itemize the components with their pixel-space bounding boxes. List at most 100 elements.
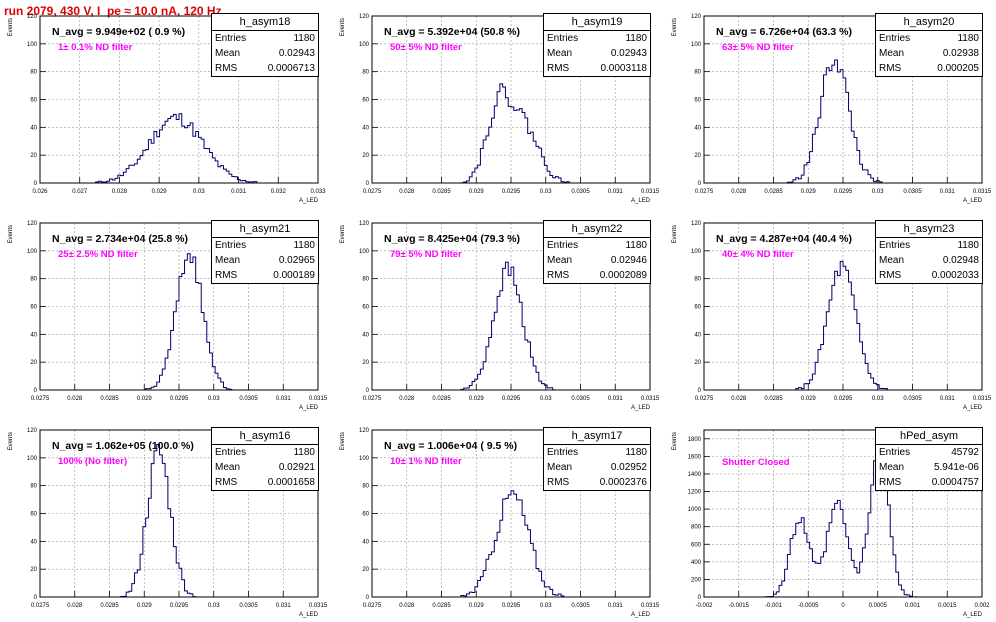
x-tick-label: 0.0275 [695, 189, 714, 195]
x-tick-label: 0.027 [72, 189, 88, 195]
n-avg-label: N_avg = 2.734e+04 (25.8 %) [52, 233, 189, 245]
stats-row-rms: RMS 0.000205 [876, 61, 982, 76]
y-tick-label: 100 [27, 42, 38, 48]
histogram-panel-h_asym21: 0.0275 0.028 0.0285 0.029 0.0295 0.03 0.0305 0.… [0, 207, 332, 414]
stats-box: hPed_asym Entries 45792 Mean 5.941e-06 RMS 0.0… [875, 427, 983, 491]
stats-value: 0.02938 [942, 48, 979, 59]
x-tick-label: 0.002 [974, 603, 990, 609]
x-tick-label: 0.028 [731, 396, 747, 402]
y-tick-label: 0 [34, 595, 38, 601]
histogram-name: h_asym20 [876, 14, 982, 31]
filter-label: 63± 5% ND filter [722, 42, 794, 53]
stats-row-entries: Entries 1180 [212, 445, 318, 460]
y-axis-label: Events [672, 18, 678, 36]
x-tick-label: 0.0315 [973, 189, 992, 195]
stats-row-entries: Entries 1180 [212, 238, 318, 253]
y-tick-label: 40 [694, 125, 701, 131]
filter-label: 25± 2.5% ND filter [58, 249, 138, 260]
y-tick-label: 40 [362, 125, 369, 131]
x-tick-label: 0.032 [271, 189, 287, 195]
x-tick-label: 0.03 [208, 396, 220, 402]
y-tick-label: 40 [694, 332, 701, 338]
x-tick-label: 0.03 [208, 603, 220, 609]
x-tick-label: 0.029 [469, 189, 485, 195]
histogram-svg: 0.0275 0.028 0.0285 0.029 0.0295 0.03 0.0305 0.… [340, 428, 660, 618]
stats-row-entries: Entries 1180 [544, 238, 650, 253]
y-tick-label: 80 [694, 70, 701, 76]
stats-row-mean: Mean 0.02938 [876, 46, 982, 61]
stats-row-mean: Mean 5.941e-06 [876, 460, 982, 475]
y-axis-label: Events [8, 432, 14, 450]
stats-value: 0.0002033 [931, 270, 979, 281]
x-tick-label: 0.029 [469, 396, 485, 402]
y-tick-label: 60 [30, 512, 37, 518]
y-tick-label: 60 [30, 305, 37, 311]
stats-row-mean: Mean 0.02948 [876, 253, 982, 268]
stats-box: h_asym22 Entries 1180 Mean 0.02946 RMS 0.00020… [543, 220, 651, 284]
x-axis-label: A_LED [963, 612, 983, 618]
stats-label: RMS [879, 63, 902, 74]
x-tick-label: 0.0285 [764, 189, 783, 195]
y-tick-label: 20 [30, 153, 37, 159]
x-tick-label: 0.0305 [239, 396, 258, 402]
stats-label: Entries [215, 33, 247, 44]
filter-label: 79± 5% ND filter [390, 249, 462, 260]
stats-value: 0.0001658 [267, 477, 315, 488]
histogram-panel-h_asym23: 0.0275 0.028 0.0285 0.029 0.0295 0.03 0.0305 0.… [664, 207, 996, 414]
x-tick-label: 0.0315 [973, 396, 992, 402]
x-tick-label: 0.031 [608, 396, 624, 402]
stats-value: 0.0002376 [599, 477, 647, 488]
stats-box: h_asym19 Entries 1180 Mean 0.02943 RMS 0.00031… [543, 13, 651, 77]
stats-label: RMS [215, 63, 238, 74]
y-tick-label: 20 [30, 360, 37, 366]
stats-value: 45792 [951, 447, 979, 458]
y-tick-label: 40 [30, 539, 37, 545]
x-tick-label: -0.0015 [729, 603, 750, 609]
y-tick-label: 80 [362, 70, 369, 76]
histogram-svg: 0.026 0.027 0.028 0.029 0.03 0.031 0.032 0.033 0… [8, 14, 326, 204]
y-tick-label: 120 [359, 14, 370, 20]
x-tick-label: 0.031 [276, 396, 292, 402]
x-tick-label: 0.029 [152, 189, 168, 195]
y-tick-label: 100 [359, 42, 370, 48]
y-tick-label: 20 [362, 360, 369, 366]
y-axis-label: Events [8, 18, 14, 36]
x-tick-label: 0.0275 [363, 396, 382, 402]
x-axis-label: A_LED [299, 612, 319, 618]
x-tick-label: 0.029 [469, 603, 485, 609]
x-tick-label: 0.03 [872, 396, 884, 402]
stats-label: RMS [547, 63, 570, 74]
x-tick-label: 0.0295 [502, 603, 521, 609]
stats-label: Mean [547, 255, 573, 266]
stats-value: 0.02952 [610, 462, 647, 473]
histogram-panel-h_asym22: 0.0275 0.028 0.0285 0.029 0.0295 0.03 0.0305 0.… [332, 207, 664, 414]
histogram-name: h_asym17 [544, 428, 650, 445]
stats-value: 0.000205 [937, 63, 979, 74]
x-tick-label: 0.0305 [903, 396, 922, 402]
y-tick-label: 200 [691, 577, 702, 583]
y-tick-label: 80 [362, 277, 369, 283]
stats-row-rms: RMS 0.0004757 [876, 475, 982, 490]
y-tick-label: 80 [30, 484, 37, 490]
x-tick-label: 0.029 [137, 603, 153, 609]
x-tick-label: 0.031 [940, 189, 956, 195]
stats-row-rms: RMS 0.0006713 [212, 61, 318, 76]
stats-label: Entries [547, 447, 579, 458]
y-tick-label: 800 [691, 525, 702, 531]
y-tick-label: 40 [362, 539, 369, 545]
y-tick-label: 80 [30, 70, 37, 76]
stats-value: 0.02943 [278, 48, 315, 59]
stats-label: Mean [215, 48, 241, 59]
n-avg-label: N_avg = 5.392e+04 (50.8 %) [384, 26, 521, 38]
histogram-name: h_asym22 [544, 221, 650, 238]
x-tick-label: 0.0295 [170, 396, 189, 402]
stats-value: 1180 [293, 240, 315, 251]
stats-row-rms: RMS 0.0001658 [212, 475, 318, 490]
n-avg-label: N_avg = 8.425e+04 (79.3 %) [384, 233, 521, 245]
x-tick-label: 0.0285 [432, 189, 451, 195]
stats-label: RMS [879, 270, 902, 281]
y-tick-label: 40 [30, 125, 37, 131]
y-tick-label: 20 [362, 153, 369, 159]
y-tick-label: 1000 [688, 507, 702, 513]
y-tick-label: 80 [362, 484, 369, 490]
